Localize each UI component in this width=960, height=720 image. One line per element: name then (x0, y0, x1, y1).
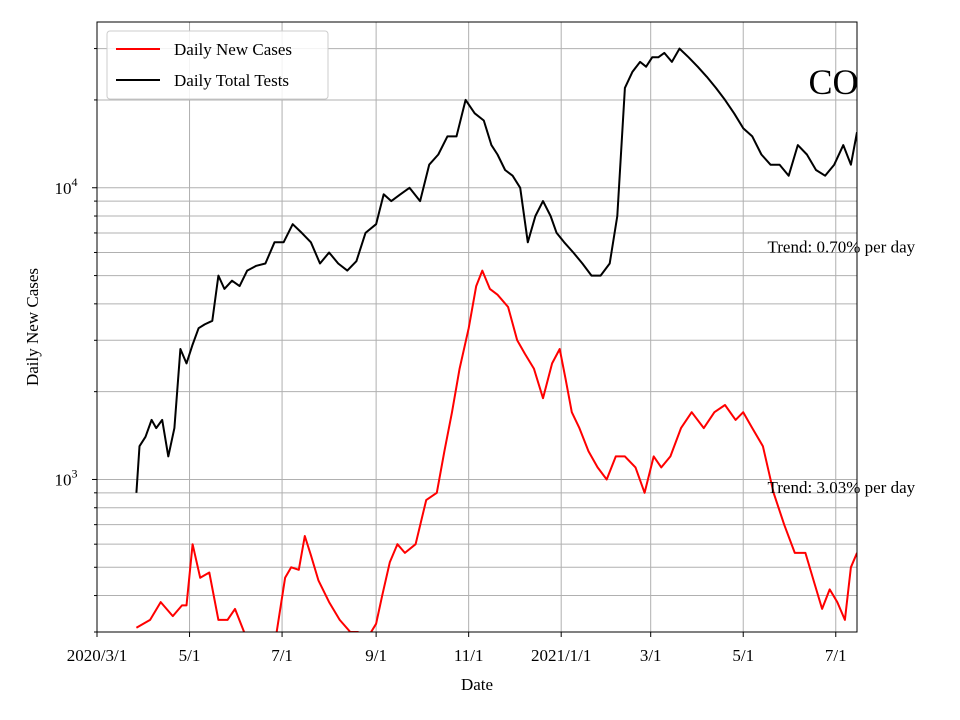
x-tick-label: 7/1 (271, 646, 293, 665)
legend-label: Daily New Cases (174, 40, 292, 59)
trend-annotation: Trend: 0.70% per day (767, 237, 915, 256)
series-lines (135, 47, 857, 632)
trend-annotation: Trend: 3.03% per day (767, 478, 915, 497)
x-tick-label: 5/1 (179, 646, 201, 665)
legend-box (106, 30, 329, 100)
legend-label: Daily Total Tests (174, 71, 289, 90)
x-tick-label: 11/1 (454, 646, 484, 665)
series-line-daily-new-cases (135, 269, 857, 632)
x-axis-label: Date (461, 675, 493, 694)
y-axis-label: Daily New Cases (23, 268, 42, 386)
x-tick-label: 3/1 (640, 646, 662, 665)
x-tick-label: 5/1 (732, 646, 754, 665)
y-tick-label: 103 (55, 466, 78, 489)
annotations: Trend: 0.70% per day Trend: 3.03% per day… (767, 62, 915, 497)
y-tick-label-exponent: 4 (72, 175, 78, 189)
y-tick-label-base: 10 (55, 470, 72, 489)
x-tick-label: 7/1 (825, 646, 847, 665)
plot-frame (96, 21, 858, 633)
grid (96, 22, 857, 633)
y-tick-label-exponent: 3 (72, 466, 78, 480)
y-tick-label: 104 (55, 175, 78, 198)
x-tick-label: 2020/3/1 (67, 646, 127, 665)
legend: Daily New Cases Daily Total Tests (106, 30, 329, 100)
x-tick-label: 2021/1/1 (531, 646, 591, 665)
y-tick-label-base: 10 (55, 179, 72, 198)
annotation-watermark: CO (808, 62, 858, 102)
x-tick-label: 9/1 (365, 646, 387, 665)
series-line-daily-total-tests (135, 47, 857, 493)
x-axis: 2020/3/1 5/1 7/1 9/1 11/1 2021/1/1 3/1 5/1 7/1 (67, 632, 847, 665)
